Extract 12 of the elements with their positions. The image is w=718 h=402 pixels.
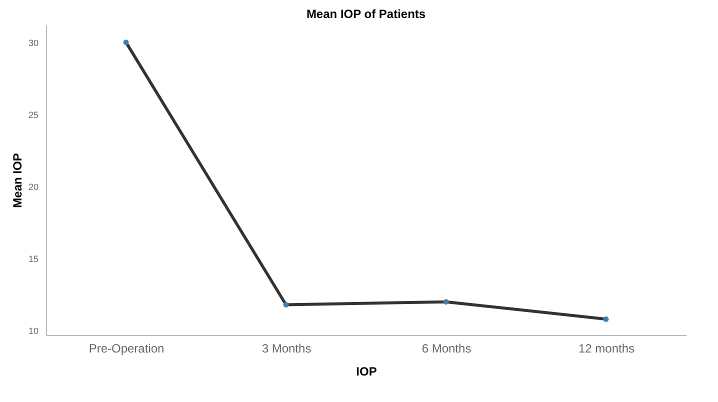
- y-tick-label: 20: [28, 182, 38, 192]
- y-tick-label: 10: [28, 326, 38, 336]
- y-tick-label: 15: [28, 254, 38, 264]
- y-tick-label: 30: [28, 38, 38, 48]
- y-tick-label: 25: [28, 110, 38, 120]
- chart-title: Mean IOP of Patients: [306, 7, 426, 21]
- x-tick-label: 6 Months: [422, 342, 472, 356]
- y-axis-title: Mean IOP: [10, 153, 24, 208]
- x-axis-title: IOP: [356, 364, 377, 378]
- x-tick-label: Pre-Operation: [88, 342, 164, 356]
- x-tick-label: 3 Months: [262, 342, 312, 356]
- x-tick-label: 12 months: [578, 342, 635, 356]
